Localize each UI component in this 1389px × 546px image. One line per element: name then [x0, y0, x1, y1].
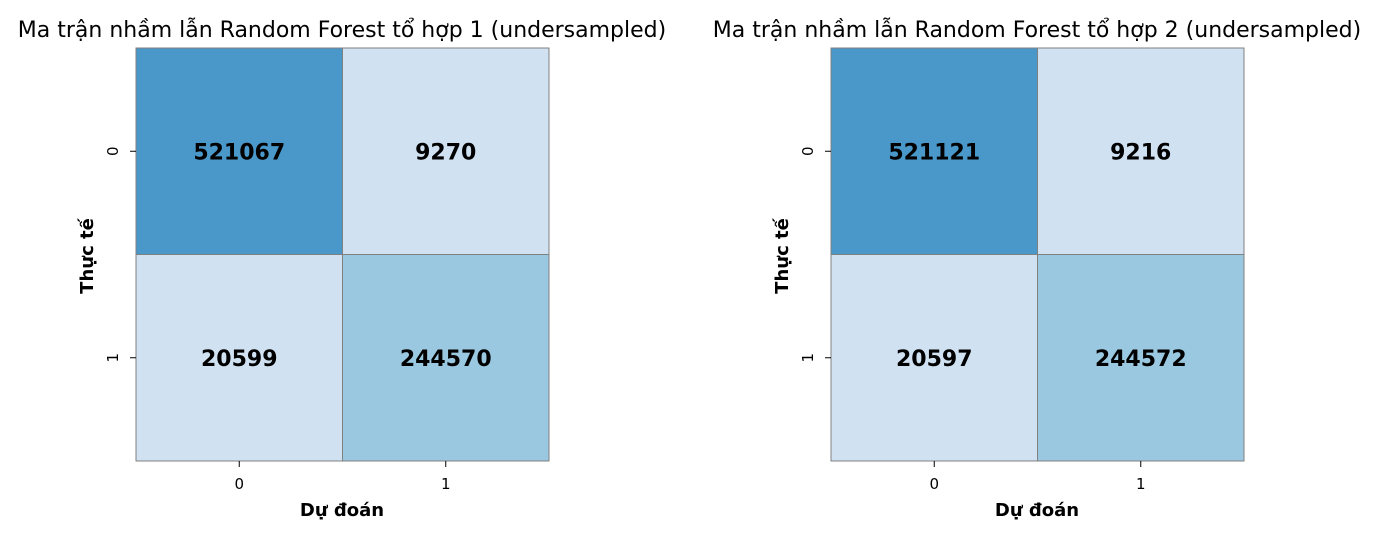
- cell-value-label: 20597: [896, 347, 973, 372]
- chart-title: Ma trận nhầm lẫn Random Forest tổ hợp 2 …: [713, 17, 1361, 43]
- heatmap-cells: 521067 9270 20599 244570: [135, 47, 550, 462]
- y-tick-label: 1: [104, 353, 122, 363]
- axes: 0 1 0 1: [799, 146, 1146, 493]
- cell-value-label: 244570: [400, 347, 492, 372]
- confusion-matrix-panel-2: Ma trận nhầm lẫn Random Forest tổ hợp 2 …: [713, 17, 1361, 521]
- heatmap-cell-r0-c1: [342, 47, 550, 255]
- cell-value-label: 521121: [888, 140, 980, 165]
- y-axis-label: Thực tế: [772, 217, 793, 293]
- heatmap-cell-r1-c0: [135, 254, 343, 462]
- chart-title: Ma trận nhầm lẫn Random Forest tổ hợp 1 …: [18, 17, 666, 43]
- heatmap-cell-r0-c0: [830, 47, 1038, 255]
- confusion-matrix-panel-1: Ma trận nhầm lẫn Random Forest tổ hợp 1 …: [18, 17, 666, 521]
- x-axis-label: Dự đoán: [300, 500, 384, 521]
- y-tick-label: 1: [799, 353, 817, 363]
- x-tick-label: 0: [929, 475, 939, 493]
- y-tick-label: 0: [104, 146, 122, 156]
- heatmap-cell-r0-c0: [135, 47, 343, 255]
- x-tick-label: 1: [441, 475, 451, 493]
- cell-value-label: 521067: [193, 140, 285, 165]
- heatmap-cell-r1-c1: [1037, 254, 1245, 462]
- heatmap-cell-r0-c1: [1037, 47, 1245, 255]
- cell-value-label: 20599: [201, 347, 278, 372]
- heatmap-cell-r1-c0: [830, 254, 1038, 462]
- heatmap-cells: 521121 9216 20597 244572: [830, 47, 1245, 462]
- cell-value-label: 9216: [1110, 140, 1171, 165]
- x-tick-label: 1: [1136, 475, 1146, 493]
- cell-value-label: 244572: [1095, 347, 1187, 372]
- heatmap-cell-r1-c1: [342, 254, 550, 462]
- x-axis-label: Dự đoán: [995, 500, 1079, 521]
- y-axis-label: Thực tế: [77, 217, 98, 293]
- x-tick-label: 0: [234, 475, 244, 493]
- y-tick-label: 0: [799, 146, 817, 156]
- cell-value-label: 9270: [415, 140, 476, 165]
- axes: 0 1 0 1: [104, 146, 451, 493]
